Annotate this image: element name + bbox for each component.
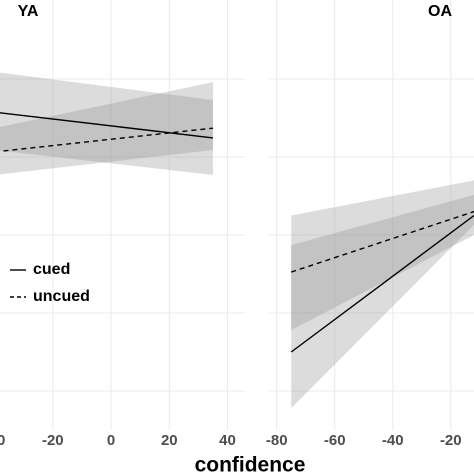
confidence-band — [0, 82, 213, 175]
confidence-band — [291, 194, 474, 331]
line — [0, 127, 214, 153]
x-tick-label: -80 — [266, 432, 288, 449]
line — [290, 214, 474, 353]
plot-layer — [0, 72, 474, 409]
confidence-band — [0, 72, 213, 175]
confidence-band — [291, 180, 474, 409]
x-tick-label: -20 — [440, 432, 462, 449]
panel-title: OA — [428, 3, 452, 20]
x-tick-label: 20 — [161, 432, 178, 449]
legend-label: cued — [33, 261, 70, 278]
x-tick-label: -40 — [382, 432, 404, 449]
x-tick-label: 40 — [219, 432, 236, 449]
line — [0, 112, 214, 139]
x-tick-label: -60 — [324, 432, 346, 449]
grid — [0, 0, 474, 430]
panel-title: YA — [18, 3, 39, 20]
x-tick-label: -40 — [0, 432, 5, 449]
x-tick-label: -20 — [42, 432, 64, 449]
x-tick-label: 0 — [107, 432, 115, 449]
x-axis-title: confidence — [195, 454, 306, 474]
legend-label: uncued — [33, 288, 90, 305]
